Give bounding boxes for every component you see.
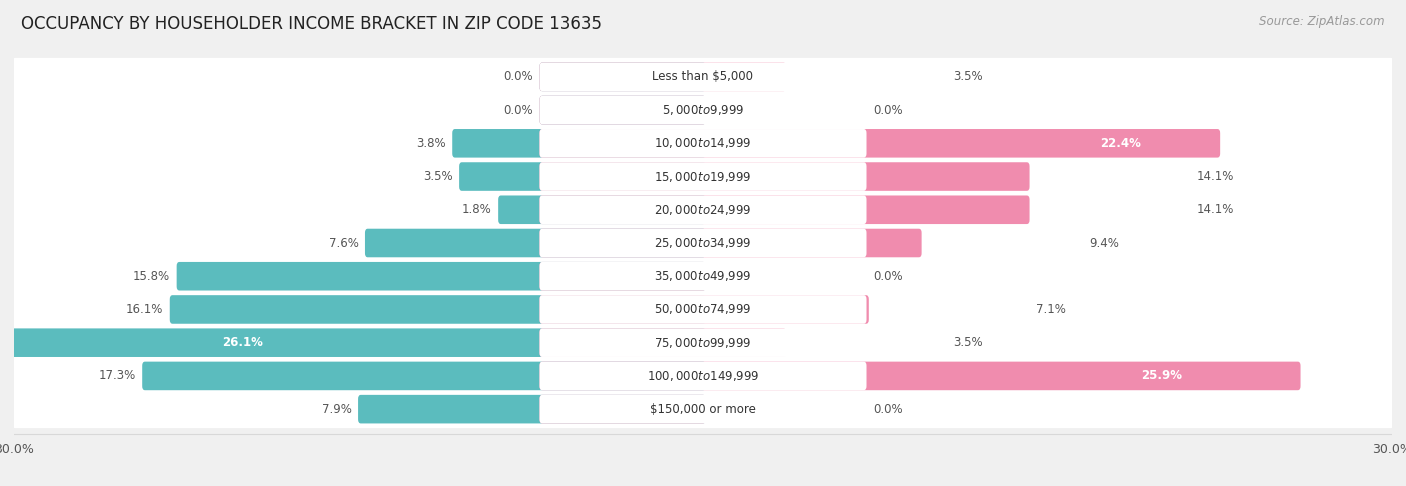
FancyBboxPatch shape xyxy=(11,124,1395,162)
FancyBboxPatch shape xyxy=(540,229,866,257)
FancyBboxPatch shape xyxy=(540,395,706,423)
Text: 3.8%: 3.8% xyxy=(416,137,446,150)
FancyBboxPatch shape xyxy=(460,162,706,191)
Text: $25,000 to $34,999: $25,000 to $34,999 xyxy=(654,236,752,250)
FancyBboxPatch shape xyxy=(540,395,866,423)
FancyBboxPatch shape xyxy=(540,162,1029,191)
Text: Source: ZipAtlas.com: Source: ZipAtlas.com xyxy=(1260,15,1385,28)
Text: 14.1%: 14.1% xyxy=(1197,203,1234,216)
FancyBboxPatch shape xyxy=(540,63,786,91)
Text: 3.5%: 3.5% xyxy=(953,70,983,83)
FancyBboxPatch shape xyxy=(498,195,706,224)
FancyBboxPatch shape xyxy=(540,262,706,291)
FancyBboxPatch shape xyxy=(540,129,866,157)
FancyBboxPatch shape xyxy=(453,129,706,157)
Text: 0.0%: 0.0% xyxy=(873,270,903,283)
Text: $75,000 to $99,999: $75,000 to $99,999 xyxy=(654,336,752,350)
FancyBboxPatch shape xyxy=(11,357,1395,395)
Text: $150,000 or more: $150,000 or more xyxy=(650,403,756,416)
Text: 26.1%: 26.1% xyxy=(222,336,263,349)
Text: $15,000 to $19,999: $15,000 to $19,999 xyxy=(654,170,752,184)
FancyBboxPatch shape xyxy=(540,362,866,390)
FancyBboxPatch shape xyxy=(540,295,869,324)
FancyBboxPatch shape xyxy=(540,362,1301,390)
Text: $100,000 to $149,999: $100,000 to $149,999 xyxy=(647,369,759,383)
Text: 7.9%: 7.9% xyxy=(322,403,352,416)
FancyBboxPatch shape xyxy=(540,96,706,124)
FancyBboxPatch shape xyxy=(540,295,866,324)
FancyBboxPatch shape xyxy=(540,129,1220,157)
Text: 17.3%: 17.3% xyxy=(98,369,136,382)
FancyBboxPatch shape xyxy=(540,329,866,357)
FancyBboxPatch shape xyxy=(540,96,866,124)
FancyBboxPatch shape xyxy=(11,291,1395,329)
Text: 14.1%: 14.1% xyxy=(1197,170,1234,183)
Text: 15.8%: 15.8% xyxy=(134,270,170,283)
Text: 3.5%: 3.5% xyxy=(423,170,453,183)
FancyBboxPatch shape xyxy=(170,295,706,324)
Text: Less than $5,000: Less than $5,000 xyxy=(652,70,754,83)
Text: $10,000 to $14,999: $10,000 to $14,999 xyxy=(654,136,752,150)
FancyBboxPatch shape xyxy=(540,63,706,91)
FancyBboxPatch shape xyxy=(540,229,921,257)
Text: 3.5%: 3.5% xyxy=(953,336,983,349)
FancyBboxPatch shape xyxy=(540,262,866,291)
FancyBboxPatch shape xyxy=(11,257,1395,295)
Text: 1.8%: 1.8% xyxy=(463,203,492,216)
Text: 25.9%: 25.9% xyxy=(1140,369,1181,382)
Text: 0.0%: 0.0% xyxy=(873,403,903,416)
FancyBboxPatch shape xyxy=(540,195,866,224)
Text: 0.0%: 0.0% xyxy=(503,70,533,83)
Text: $50,000 to $74,999: $50,000 to $74,999 xyxy=(654,302,752,316)
Text: 0.0%: 0.0% xyxy=(873,104,903,117)
Text: 16.1%: 16.1% xyxy=(127,303,163,316)
Text: 9.4%: 9.4% xyxy=(1088,237,1119,249)
FancyBboxPatch shape xyxy=(540,63,866,91)
FancyBboxPatch shape xyxy=(0,329,706,357)
Text: 7.1%: 7.1% xyxy=(1036,303,1066,316)
FancyBboxPatch shape xyxy=(11,224,1395,262)
FancyBboxPatch shape xyxy=(359,395,706,423)
FancyBboxPatch shape xyxy=(11,324,1395,362)
Text: $5,000 to $9,999: $5,000 to $9,999 xyxy=(662,103,744,117)
FancyBboxPatch shape xyxy=(177,262,706,291)
FancyBboxPatch shape xyxy=(11,91,1395,129)
FancyBboxPatch shape xyxy=(11,390,1395,428)
FancyBboxPatch shape xyxy=(540,96,706,124)
FancyBboxPatch shape xyxy=(11,157,1395,195)
FancyBboxPatch shape xyxy=(11,58,1395,96)
FancyBboxPatch shape xyxy=(540,162,866,191)
Text: $20,000 to $24,999: $20,000 to $24,999 xyxy=(654,203,752,217)
FancyBboxPatch shape xyxy=(540,329,786,357)
Text: 7.6%: 7.6% xyxy=(329,237,359,249)
FancyBboxPatch shape xyxy=(540,195,1029,224)
Text: OCCUPANCY BY HOUSEHOLDER INCOME BRACKET IN ZIP CODE 13635: OCCUPANCY BY HOUSEHOLDER INCOME BRACKET … xyxy=(21,15,602,33)
FancyBboxPatch shape xyxy=(11,191,1395,229)
Text: $35,000 to $49,999: $35,000 to $49,999 xyxy=(654,269,752,283)
Text: 0.0%: 0.0% xyxy=(503,104,533,117)
Text: 22.4%: 22.4% xyxy=(1101,137,1142,150)
FancyBboxPatch shape xyxy=(366,229,706,257)
FancyBboxPatch shape xyxy=(142,362,706,390)
